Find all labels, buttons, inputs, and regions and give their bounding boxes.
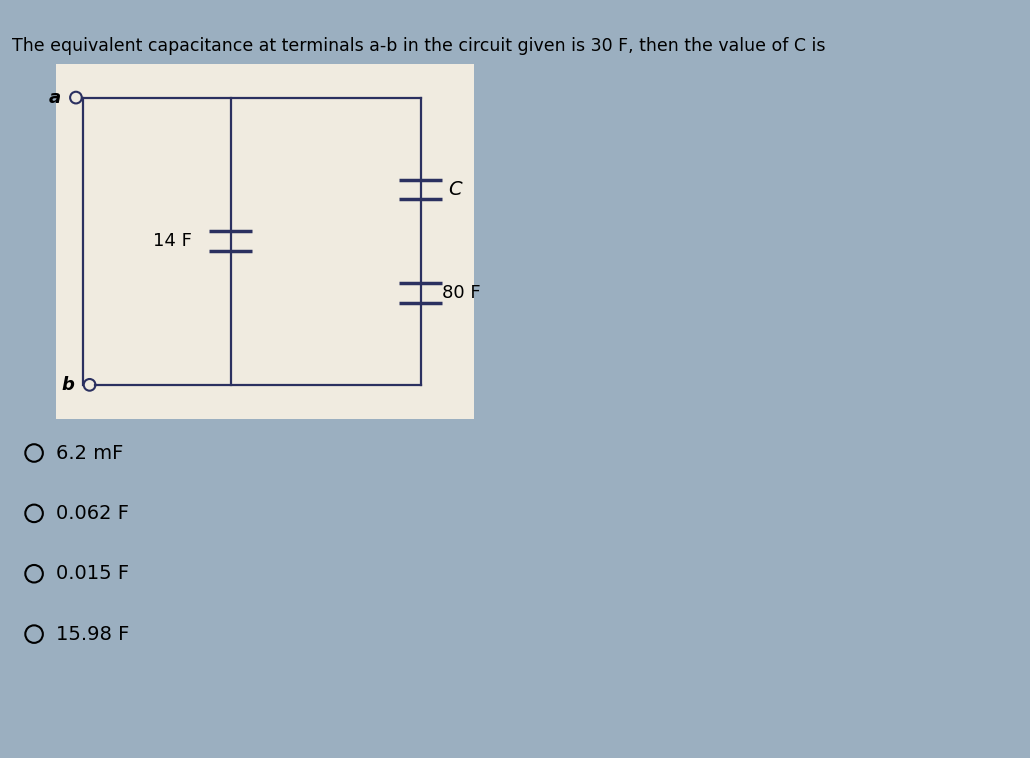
- Text: a: a: [48, 89, 61, 107]
- Text: 6.2 mF: 6.2 mF: [56, 443, 123, 462]
- Text: 14 F: 14 F: [152, 232, 192, 250]
- Bar: [56, 64, 474, 419]
- Text: 80 F: 80 F: [442, 284, 481, 302]
- Text: 0.062 F: 0.062 F: [56, 504, 129, 523]
- Text: 15.98 F: 15.98 F: [56, 625, 129, 644]
- Text: b: b: [62, 376, 74, 394]
- Text: The equivalent capacitance at terminals a-b in the circuit given is 30 F, then t: The equivalent capacitance at terminals …: [11, 37, 825, 55]
- Text: C: C: [448, 180, 461, 199]
- Text: 0.015 F: 0.015 F: [56, 564, 129, 583]
